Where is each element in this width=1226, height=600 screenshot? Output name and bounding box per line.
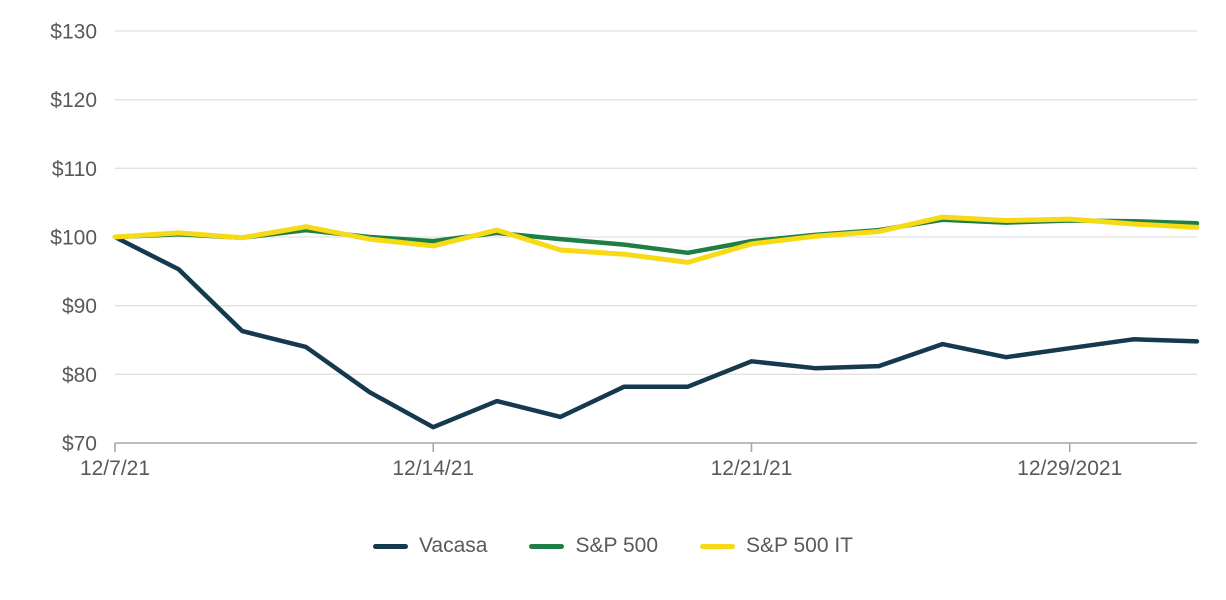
legend-line-swatch — [529, 543, 565, 549]
legend-line-swatch — [372, 543, 408, 549]
series-line-s-p-500-it — [112, 214, 1200, 265]
x-axis-tick-label: 12/21/21 — [711, 457, 793, 480]
series-line-vacasa — [112, 234, 1200, 430]
legend-label: Vacasa — [418, 534, 488, 557]
legend-label: S&P 500 — [575, 534, 658, 557]
y-axis-tick-label: $130 — [50, 21, 97, 44]
x-axis-tick-label: 12/14/21 — [392, 457, 474, 480]
y-axis-tick-label: $70 — [62, 433, 97, 456]
y-axis-tick-label: $100 — [50, 227, 97, 250]
y-axis-tick-label: $80 — [62, 364, 97, 387]
legend-label: S&P 500 IT — [746, 534, 854, 557]
chart-legend: Vacasa S&P 500 S&P 500 IT — [0, 534, 1226, 558]
x-axis-tick-label: 12/29/2021 — [1017, 457, 1122, 480]
legend-item-vacasa: Vacasa — [372, 534, 488, 558]
y-axis-tick-label: $90 — [62, 295, 97, 318]
x-axis-tick-label: 12/7/21 — [80, 457, 150, 480]
y-axis-tick-label: $110 — [52, 158, 97, 181]
legend-item-s-p-500: S&P 500 — [529, 534, 658, 558]
legend-line-swatch — [700, 543, 735, 549]
series-line-s-p-500 — [112, 217, 1200, 256]
y-axis-tick-label: $120 — [50, 89, 97, 112]
legend-item-s-p-500-it: S&P 500 IT — [700, 534, 853, 558]
